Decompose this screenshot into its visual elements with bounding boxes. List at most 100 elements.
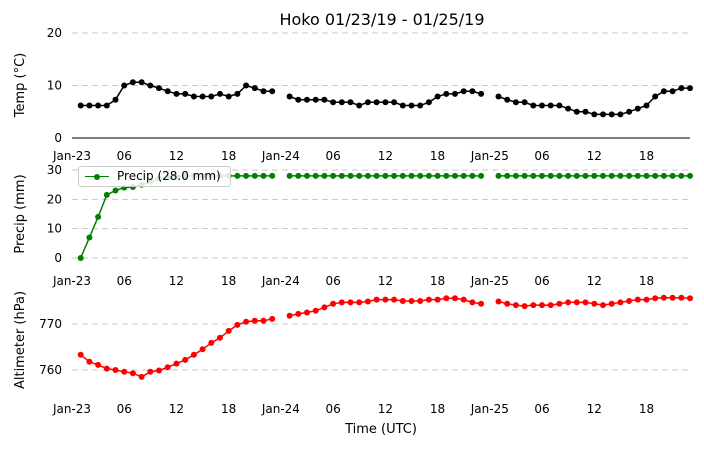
data-point-p1-41: [443, 172, 450, 179]
ylabel-p2: Altimeter (hPa): [13, 291, 28, 389]
data-point-p2-0: [77, 351, 84, 358]
data-point-p2-29: [338, 299, 345, 306]
data-point-p2-28: [330, 300, 337, 307]
xtick-label-p1-1: 06: [117, 274, 132, 288]
chart-title: Hoko 01/23/19 - 01/25/19: [279, 10, 484, 29]
data-point-p2-51: [539, 302, 545, 309]
xtick-label-p1-3: 18: [221, 274, 236, 288]
data-point-p1-36: [399, 172, 406, 179]
xtick-label-p0-2: 12: [169, 149, 184, 163]
data-point-p1-33: [373, 172, 380, 179]
data-point-p1-47: [504, 172, 511, 179]
xtick-label-p1-6: 12: [378, 274, 393, 288]
xtick-label-p1-4: Jan-24: [261, 274, 300, 288]
data-point-p2-61: [626, 298, 633, 304]
data-point-p0-45: [478, 90, 485, 97]
data-point-p0-64: [652, 93, 659, 100]
data-point-p2-7: [138, 373, 145, 380]
data-point-p2-11: [173, 360, 180, 367]
data-point-p2-56: [582, 299, 589, 306]
data-point-p2-46: [495, 298, 502, 305]
data-point-p0-54: [565, 105, 572, 112]
xtick-label-p0-0: Jan-23: [52, 149, 91, 163]
series-line-p0-0: [80, 81, 690, 116]
data-point-p2-26: [312, 307, 319, 314]
data-point-p0-61: [626, 108, 633, 115]
data-point-p0-35: [391, 99, 398, 106]
xtick-label-p0-7: 18: [430, 149, 445, 163]
xtick-label-p2-0: Jan-23: [52, 402, 91, 416]
data-point-p2-24: [295, 310, 302, 317]
data-point-p0-37: [408, 102, 415, 109]
data-point-p1-31: [356, 172, 363, 179]
data-point-p0-30: [347, 99, 354, 106]
data-point-p1-44: [469, 172, 476, 179]
data-point-p2-33: [373, 296, 380, 303]
data-point-p2-12: [182, 356, 189, 363]
data-point-p2-20: [251, 317, 258, 324]
data-point-p1-3: [103, 191, 110, 198]
data-point-p1-2: [95, 213, 102, 220]
xtick-label-p2-11: 18: [639, 402, 654, 416]
data-point-p0-58: [600, 111, 606, 118]
data-point-p2-58: [600, 302, 606, 309]
data-point-p2-21: [260, 317, 267, 324]
data-point-p0-47: [504, 96, 511, 103]
xtick-label-p2-1: 06: [117, 402, 132, 416]
xtick-label-p2-9: 06: [534, 402, 549, 416]
data-point-p0-13: [190, 93, 197, 100]
data-point-p0-26: [312, 96, 319, 103]
data-point-p2-64: [652, 295, 659, 302]
data-point-p0-8: [147, 82, 154, 89]
ytick-label-p0-2: 20: [47, 26, 62, 40]
data-point-p2-37: [408, 298, 415, 304]
data-point-p2-18: [234, 321, 241, 328]
data-point-p2-27: [321, 304, 328, 311]
xtick-label-p1-7: 18: [430, 274, 445, 288]
xtick-label-p1-5: 06: [325, 274, 340, 288]
data-point-p0-25: [304, 96, 310, 103]
data-point-p2-54: [565, 299, 572, 306]
xtick-label-p0-11: 18: [639, 149, 654, 163]
data-point-p1-54: [565, 172, 572, 179]
data-point-p2-3: [103, 365, 110, 372]
data-point-p0-36: [399, 102, 406, 109]
data-point-p0-3: [103, 102, 110, 109]
data-point-p1-46: [495, 172, 502, 179]
data-point-p0-51: [539, 102, 545, 109]
data-point-p1-40: [434, 172, 441, 179]
ylabel-p1: Precip (mm): [13, 174, 28, 253]
data-point-p2-68: [687, 295, 693, 302]
ytick-label-p1-1: 10: [47, 222, 62, 236]
data-point-p0-57: [591, 111, 598, 118]
data-point-p0-27: [321, 96, 328, 103]
data-point-p0-11: [173, 90, 180, 97]
data-point-p2-13: [190, 351, 197, 358]
data-point-p0-39: [425, 99, 432, 106]
data-point-p1-21: [260, 172, 267, 179]
data-point-p2-34: [382, 296, 389, 303]
data-point-p2-60: [617, 299, 624, 306]
xtick-label-p2-6: 12: [378, 402, 393, 416]
data-point-p0-5: [121, 82, 128, 89]
data-point-p1-25: [304, 172, 310, 179]
data-point-p0-19: [243, 82, 250, 89]
data-point-p0-0: [77, 102, 84, 109]
data-point-p2-9: [156, 367, 162, 374]
data-point-p1-67: [678, 172, 685, 179]
xtick-label-p2-3: 18: [221, 402, 236, 416]
data-point-p1-63: [643, 172, 650, 179]
data-point-p0-63: [643, 102, 650, 109]
data-point-p1-27: [321, 172, 328, 179]
data-point-p0-28: [330, 99, 337, 106]
data-point-p1-42: [452, 172, 458, 179]
x-axis-label: Time (UTC): [344, 422, 417, 437]
data-point-p1-43: [460, 172, 467, 179]
data-point-p1-65: [660, 172, 667, 179]
data-point-p2-8: [147, 368, 154, 375]
ytick-label-p1-2: 20: [47, 192, 62, 206]
data-point-p0-67: [678, 85, 685, 92]
ytick-label-p0-1: 10: [47, 79, 62, 93]
data-point-p0-4: [112, 96, 119, 103]
xtick-label-p2-5: 06: [325, 402, 340, 416]
